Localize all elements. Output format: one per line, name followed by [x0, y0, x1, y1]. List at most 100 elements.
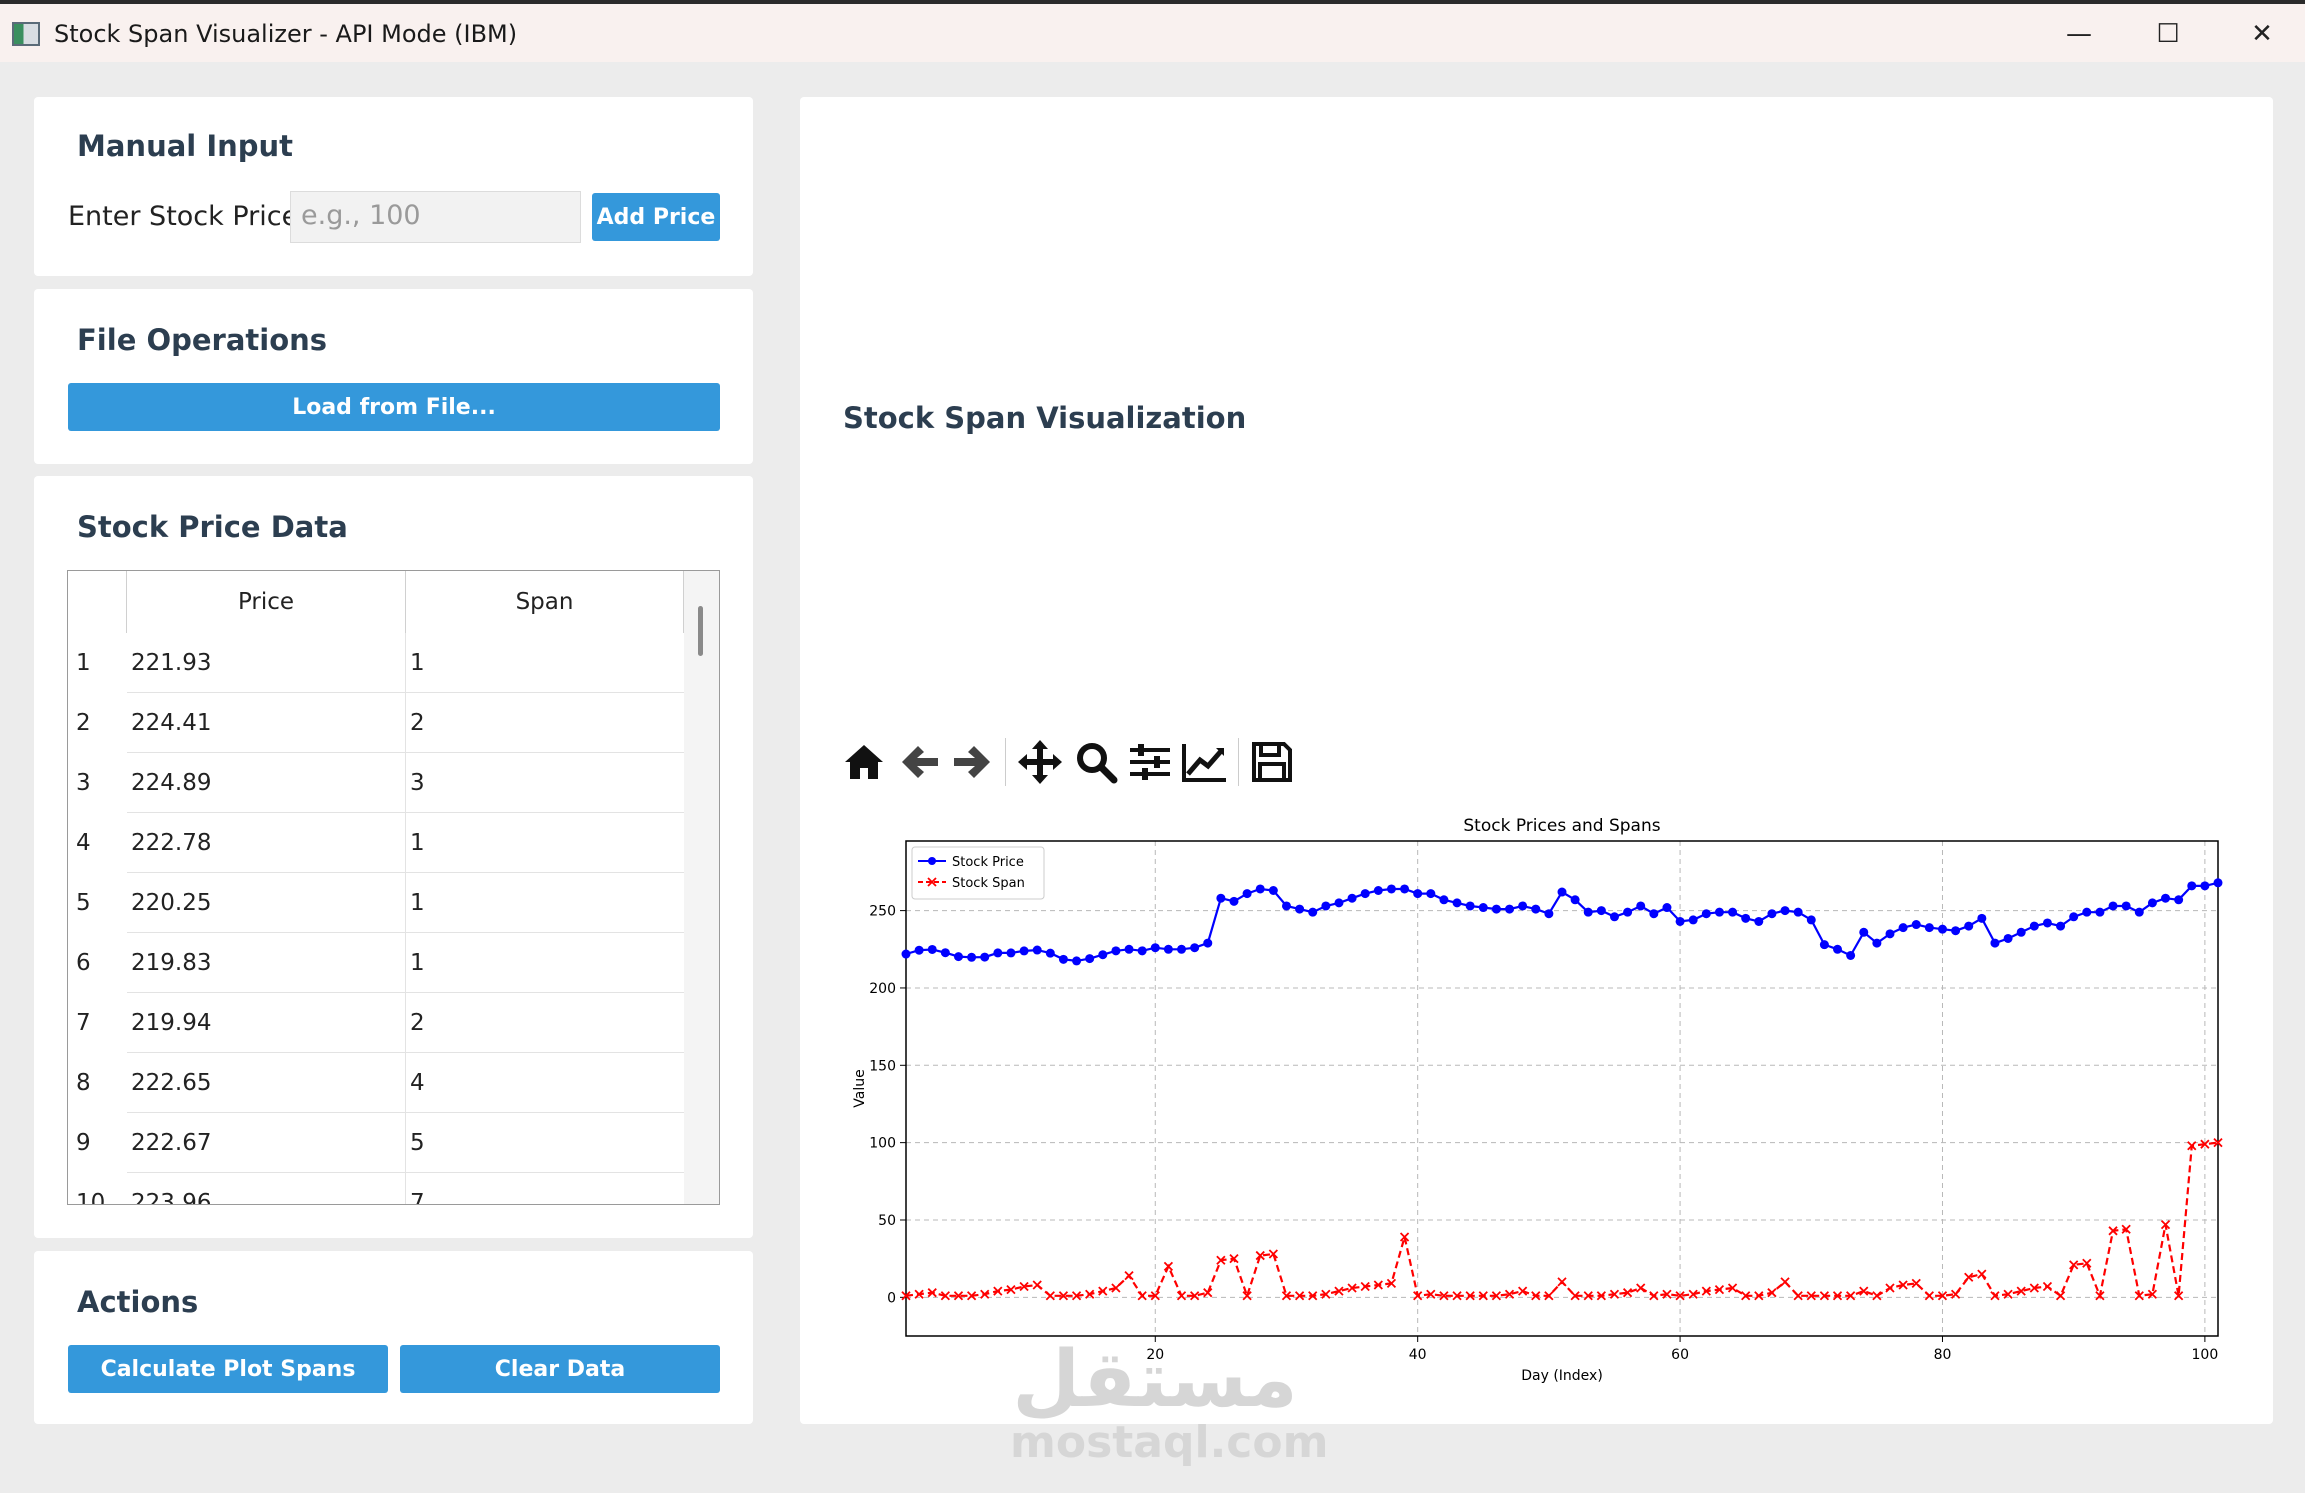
span-cell: 2: [406, 993, 684, 1053]
row-index-cell: 8: [76, 1070, 91, 1096]
span-column-header[interactable]: Span: [406, 571, 684, 633]
price-point: [1990, 938, 2000, 948]
stock-price-table[interactable]: Price Span 1 221.93 1 2 224.41 2 3 224.89 3 4 222.…: [67, 570, 720, 1205]
table-row[interactable]: 1 221.93 1: [68, 633, 684, 693]
table-row[interactable]: 3 224.89 3: [68, 753, 684, 813]
span-point: [1754, 1291, 1764, 1301]
price-point: [1006, 948, 1016, 958]
price-point: [1045, 948, 1055, 958]
price-point: [2121, 901, 2131, 911]
price-point: [927, 944, 937, 954]
span-point: [1544, 1291, 1554, 1301]
back-icon[interactable]: [896, 735, 944, 789]
span-point: [1203, 1288, 1213, 1298]
watermark: مستقل mostaql.com: [1010, 1340, 1328, 1466]
price-column-header[interactable]: Price: [127, 571, 406, 633]
price-point: [1780, 906, 1790, 916]
legend-marker: [928, 857, 936, 865]
load-from-file-button[interactable]: Load from File...: [68, 383, 720, 431]
stock-price-input[interactable]: e.g., 100: [290, 191, 581, 243]
table-row[interactable]: 9 222.67 5: [68, 1113, 684, 1173]
span-point: [2174, 1291, 2184, 1301]
span-point: [1032, 1280, 1042, 1290]
price-point: [1951, 926, 1961, 936]
price-point: [1649, 909, 1659, 919]
price-cell: 219.94: [127, 993, 406, 1053]
calculate-plot-spans-button[interactable]: Calculate Plot Spans: [68, 1345, 388, 1393]
span-point: [2160, 1219, 2171, 1230]
price-cell: 221.93: [127, 633, 406, 693]
table-row[interactable]: 5 220.25 1: [68, 873, 684, 933]
price-point: [1465, 901, 1475, 911]
table-row[interactable]: 2 224.41 2: [68, 693, 684, 753]
toolbar-separator: [1005, 738, 1006, 786]
toolbar-separator: [1238, 738, 1239, 786]
price-point: [1439, 895, 1449, 905]
price-point: [1937, 924, 1947, 934]
price-cell: 219.83: [127, 933, 406, 993]
table-scrollbar[interactable]: [684, 571, 719, 1204]
table-row[interactable]: 6 219.83 1: [68, 933, 684, 993]
save-icon[interactable]: [1248, 735, 1296, 789]
table-row[interactable]: 8 222.65 4: [68, 1053, 684, 1113]
close-button[interactable]: ✕: [2251, 19, 2273, 49]
price-point: [1675, 916, 1685, 926]
span-point: [1478, 1291, 1488, 1301]
clear-data-button[interactable]: Clear Data: [400, 1345, 720, 1393]
zoom-icon[interactable]: [1072, 735, 1120, 789]
span-point: [1596, 1291, 1606, 1301]
span-point: [2213, 1138, 2223, 1148]
axes-icon[interactable]: [1180, 735, 1228, 789]
span-point: [2069, 1260, 2079, 1270]
window-titlebar: Stock Span Visualizer - API Mode (IBM) —…: [0, 0, 2305, 62]
price-point: [1019, 946, 1029, 956]
span-point: [1846, 1291, 1856, 1301]
span-point: [1964, 1272, 1974, 1282]
span-point: [1176, 1291, 1187, 1301]
price-point: [1413, 889, 1423, 899]
maximize-button[interactable]: ☐: [2156, 19, 2180, 49]
span-point: [1085, 1289, 1095, 1299]
span-point: [1911, 1278, 1921, 1289]
price-point: [1977, 913, 1987, 923]
app-icon: [12, 22, 40, 46]
span-point: [1636, 1283, 1646, 1293]
window-title: Stock Span Visualizer - API Mode (IBM): [54, 20, 518, 48]
home-icon[interactable]: [840, 735, 888, 789]
configure-icon[interactable]: [1126, 735, 1174, 789]
span-point: [2055, 1291, 2066, 1301]
span-point: [1413, 1291, 1423, 1301]
pan-icon[interactable]: [1016, 735, 1064, 789]
span-point: [1714, 1284, 1725, 1295]
span-point: [2200, 1139, 2210, 1149]
table-row[interactable]: 7 219.94 2: [68, 993, 684, 1053]
forward-icon[interactable]: [948, 735, 996, 789]
span-point: [1570, 1291, 1580, 1301]
add-price-button[interactable]: Add Price: [592, 193, 720, 241]
row-index-cell: 2: [76, 710, 91, 736]
price-point: [1400, 884, 1410, 894]
table-row[interactable]: 4 222.78 1: [68, 813, 684, 873]
span-point: [953, 1291, 964, 1301]
table-row[interactable]: 10 223.96 7: [68, 1173, 684, 1204]
minimize-button[interactable]: —: [2066, 19, 2092, 49]
span-point: [1399, 1232, 1410, 1242]
price-point: [1386, 884, 1396, 894]
span-point: [1872, 1291, 1882, 1301]
span-point: [1609, 1289, 1620, 1299]
span-point: [1977, 1269, 1987, 1279]
span-point: [1019, 1281, 1029, 1292]
span-point: [1491, 1291, 1502, 1301]
y-tick-label: 150: [869, 1058, 896, 1074]
price-point: [1321, 901, 1331, 911]
y-tick-label: 0: [887, 1290, 896, 1306]
span-point: [1990, 1291, 2000, 1301]
plot-frame: [905, 840, 2219, 1337]
file-operations-card: File Operations Load from File...: [34, 289, 753, 464]
scrollbar-thumb[interactable]: [698, 606, 703, 656]
price-point: [1518, 901, 1528, 911]
stock-span-chart[interactable]: Stock Prices and Spans 20 40 60 80 100 0 50 100 1…: [830, 800, 2250, 1390]
row-index-cell: 1: [76, 650, 91, 676]
price-point: [1072, 956, 1082, 966]
span-point: [1373, 1280, 1383, 1290]
